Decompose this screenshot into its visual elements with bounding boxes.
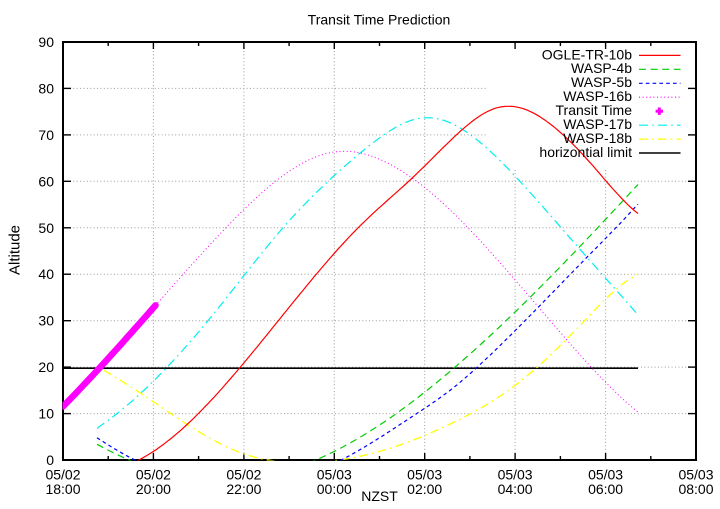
svg-text:WASP-16b: WASP-16b (563, 88, 632, 104)
svg-text:00:00: 00:00 (317, 481, 352, 497)
svg-text:02:00: 02:00 (407, 481, 442, 497)
svg-text:NZST: NZST (361, 488, 398, 504)
svg-text:WASP-4b: WASP-4b (571, 60, 632, 76)
svg-text:05/03: 05/03 (498, 467, 533, 483)
svg-text:05/03: 05/03 (588, 467, 623, 483)
svg-text:40: 40 (38, 266, 54, 282)
svg-text:05/02: 05/02 (45, 467, 80, 483)
svg-text:05/03: 05/03 (317, 467, 352, 483)
svg-text:22:00: 22:00 (226, 481, 261, 497)
svg-text:OGLE-TR-10b: OGLE-TR-10b (542, 46, 632, 62)
svg-text:05/02: 05/02 (136, 467, 171, 483)
svg-text:05/03: 05/03 (407, 467, 442, 483)
svg-text:WASP-18b: WASP-18b (563, 130, 632, 146)
svg-text:20: 20 (38, 359, 54, 375)
svg-text:80: 80 (38, 80, 54, 96)
svg-text:90: 90 (38, 34, 54, 50)
svg-text:20:00: 20:00 (136, 481, 171, 497)
svg-text:05/02: 05/02 (226, 467, 261, 483)
svg-text:Transit Time Prediction: Transit Time Prediction (308, 12, 451, 28)
svg-text:04:00: 04:00 (498, 481, 533, 497)
svg-text:05/03: 05/03 (678, 467, 713, 483)
svg-text:70: 70 (38, 127, 54, 143)
svg-text:06:00: 06:00 (588, 481, 623, 497)
svg-text:60: 60 (38, 173, 54, 189)
svg-text:18:00: 18:00 (45, 481, 80, 497)
svg-text:50: 50 (38, 220, 54, 236)
svg-text:Transit Time: Transit Time (556, 102, 633, 118)
svg-text:WASP-17b: WASP-17b (563, 116, 632, 132)
svg-text:08:00: 08:00 (678, 481, 713, 497)
svg-text:Altitude: Altitude (7, 225, 24, 275)
svg-text:0: 0 (46, 452, 54, 468)
svg-text:WASP-5b: WASP-5b (571, 74, 632, 90)
svg-text:30: 30 (38, 313, 54, 329)
svg-text:horizontial limit: horizontial limit (539, 144, 632, 160)
svg-text:10: 10 (38, 406, 54, 422)
